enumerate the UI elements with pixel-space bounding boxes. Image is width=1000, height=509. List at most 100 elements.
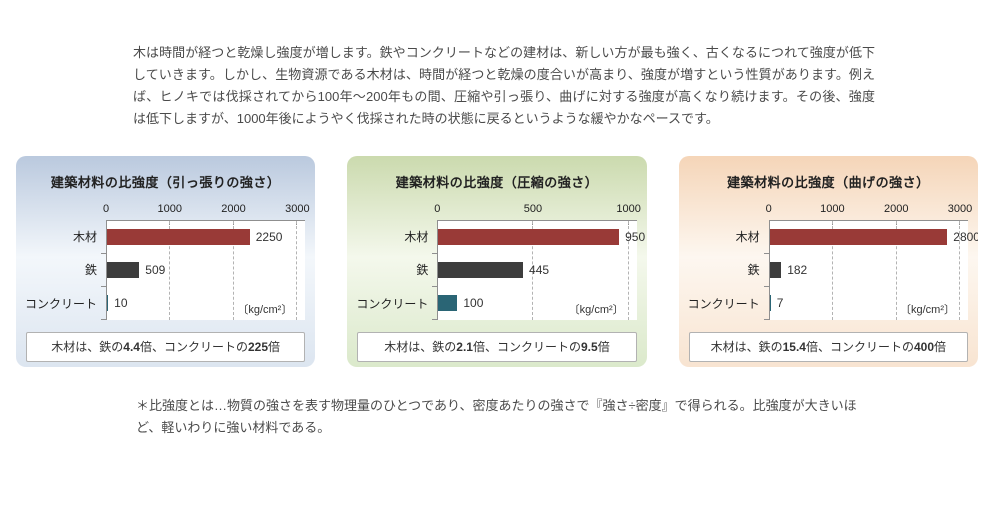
- bar-concrete: [438, 295, 458, 312]
- x-tick-label: 3000: [947, 203, 973, 215]
- bar-wood: [769, 229, 948, 246]
- bar-row-steel: 509: [107, 254, 297, 287]
- intro-paragraph: 木は時間が経つと乾燥し強度が増します。鉄やコンクリートなどの建材は、新しい方が最…: [133, 45, 875, 126]
- summary-mid: 倍、コンクリートの: [139, 340, 248, 354]
- x-tick-label: 0: [102, 203, 110, 215]
- summary-tail: 倍: [934, 340, 947, 354]
- summary-tail: 倍: [268, 340, 281, 354]
- category-tick: [101, 252, 107, 254]
- x-tick-label: 0: [765, 203, 772, 215]
- summary-box: 木材は、鉄の2.1倍、コンクリートの9.5倍: [357, 332, 637, 362]
- bar-value-label: 182: [787, 263, 808, 278]
- charts-row: 建築材料の比強度（引っ張りの強さ） 0 1000 2000 3000 木材鉄コンクリー…: [16, 156, 978, 367]
- summary-lead: 木材は、鉄の: [51, 340, 124, 354]
- category-label-steel: 鉄: [84, 263, 97, 278]
- chart-panel-tensile: 建築材料の比強度（引っ張りの強さ） 0 1000 2000 3000 木材鉄コンクリー…: [16, 156, 316, 367]
- plot-inner: 2800 182 7: [763, 220, 978, 320]
- chart-panel-bending: 建築材料の比強度（曲げの強さ） 0 1000 2000 3000 木材鉄コンクリート …: [678, 156, 978, 367]
- x-axis-labels: 0 500 1000: [434, 203, 641, 220]
- bar-concrete: [107, 295, 109, 312]
- bar-row-wood: 950: [438, 221, 645, 254]
- footnote: ＊比強度とは…物質の強さを表す物理量のひとつであり、密度あたりの強さで『強さ÷密…: [136, 398, 857, 435]
- bar-value-label: 100: [463, 296, 484, 311]
- x-tick-mark: [437, 220, 439, 225]
- category-tick: [432, 319, 439, 320]
- plot-area: 2250 509 10 〔kg/cm²〕: [101, 220, 306, 320]
- unit-label: 〔kg/cm²〕: [899, 304, 955, 316]
- bar-value-label: 2800: [953, 230, 978, 245]
- bar-value-label: 445: [529, 263, 550, 278]
- category-tick: [432, 286, 439, 287]
- gridline: [627, 221, 629, 320]
- x-tick-label: 0: [434, 203, 441, 215]
- bar-steel: [438, 262, 524, 279]
- gridline: [832, 221, 834, 320]
- plot-area: 2800 182 7 〔kg/cm²〕: [763, 220, 978, 320]
- category-tick: [101, 286, 107, 287]
- x-tick-label: 2000: [221, 203, 246, 215]
- steel-ratio: 2.1: [456, 340, 473, 354]
- bar-concrete: [769, 295, 771, 312]
- steel-ratio: 4.4: [123, 340, 140, 354]
- x-tick-label: 1000: [616, 203, 641, 215]
- gridline: [169, 221, 171, 320]
- gridline: [532, 221, 534, 320]
- category-tick: [763, 252, 770, 254]
- bar-row-steel: 182: [769, 254, 960, 287]
- gridline: [232, 221, 234, 320]
- category-label-wood: 木材: [404, 230, 429, 245]
- summary-tail: 倍: [597, 340, 610, 354]
- category-tick: [432, 252, 439, 254]
- bar-value-label: 950: [625, 230, 646, 245]
- x-axis-labels: 0 1000 2000 3000: [102, 203, 310, 220]
- x-tick-label: 3000: [285, 203, 310, 215]
- plot-inner: 950 445 100: [432, 220, 645, 320]
- x-tick-label: 1000: [820, 203, 845, 215]
- summary-box: 木材は、鉄の15.4倍、コンクリートの400倍: [688, 332, 968, 362]
- category-label-steel: 鉄: [747, 263, 760, 278]
- category-tick: [763, 286, 770, 287]
- bar-steel: [769, 262, 782, 279]
- unit-label: 〔kg/cm²〕: [568, 304, 624, 316]
- category-tick: [763, 319, 770, 320]
- x-tick-label: 1000: [157, 203, 183, 215]
- summary-mid: 倍、コンクリートの: [472, 340, 581, 354]
- category-axis: 木材鉄コンクリート: [25, 220, 106, 320]
- bar-wood: [438, 229, 620, 246]
- concrete-ratio: 9.5: [581, 340, 598, 354]
- bar-value-label: 10: [114, 296, 128, 311]
- x-axis-labels: 0 1000 2000 3000: [765, 203, 973, 220]
- bar-steel: [107, 262, 140, 279]
- bar-row-steel: 445: [438, 254, 628, 287]
- steel-ratio: 15.4: [782, 340, 806, 354]
- chart-title-bending: 建築材料の比強度（曲げの強さ）: [727, 175, 930, 190]
- bar-chart-tensile: 0 1000 2000 3000 木材鉄コンクリート 2250 509 10 〔kg/cm…: [25, 203, 310, 320]
- category-label-steel: 鉄: [416, 263, 429, 278]
- concrete-ratio: 225: [248, 340, 269, 354]
- category-tick: [101, 319, 107, 320]
- summary-box: 木材は、鉄の4.4倍、コンクリートの225倍: [26, 332, 306, 362]
- plot-area: 950 445 100 〔kg/cm²〕: [432, 220, 645, 320]
- x-tick-label: 2000: [883, 203, 909, 215]
- bar-wood: [107, 229, 250, 246]
- bar-chart-compression: 0 500 1000 木材鉄コンクリート 950 445 100 〔kg/cm²〕: [356, 203, 645, 320]
- bar-value-label: 2250: [255, 230, 283, 245]
- unit-label: 〔kg/cm²〕: [237, 304, 293, 316]
- gridline: [296, 221, 298, 320]
- bar-row-concrete: 7: [769, 287, 960, 320]
- bar-value-label: 7: [776, 296, 784, 311]
- bar-value-label: 509: [145, 263, 166, 278]
- category-axis: 木材鉄コンクリート: [688, 220, 769, 320]
- category-label-wood: 木材: [72, 230, 97, 245]
- chart-title-compression: 建築材料の比強度（圧縮の強さ）: [395, 175, 599, 190]
- concrete-ratio: 400: [913, 340, 935, 354]
- x-tick-mark: [768, 220, 770, 225]
- bar-chart-bending: 0 1000 2000 3000 木材鉄コンクリート 2800 182 7 〔kg/cm²…: [688, 203, 978, 320]
- summary-mid: 倍、コンクリートの: [805, 340, 914, 354]
- bar-row-wood: 2250: [107, 221, 297, 254]
- gridline: [958, 221, 960, 320]
- category-label-concrete: コンクリート: [356, 296, 429, 311]
- x-tick-mark: [106, 220, 107, 225]
- bar-row-concrete: 10: [107, 287, 297, 320]
- category-axis: 木材鉄コンクリート: [356, 220, 437, 320]
